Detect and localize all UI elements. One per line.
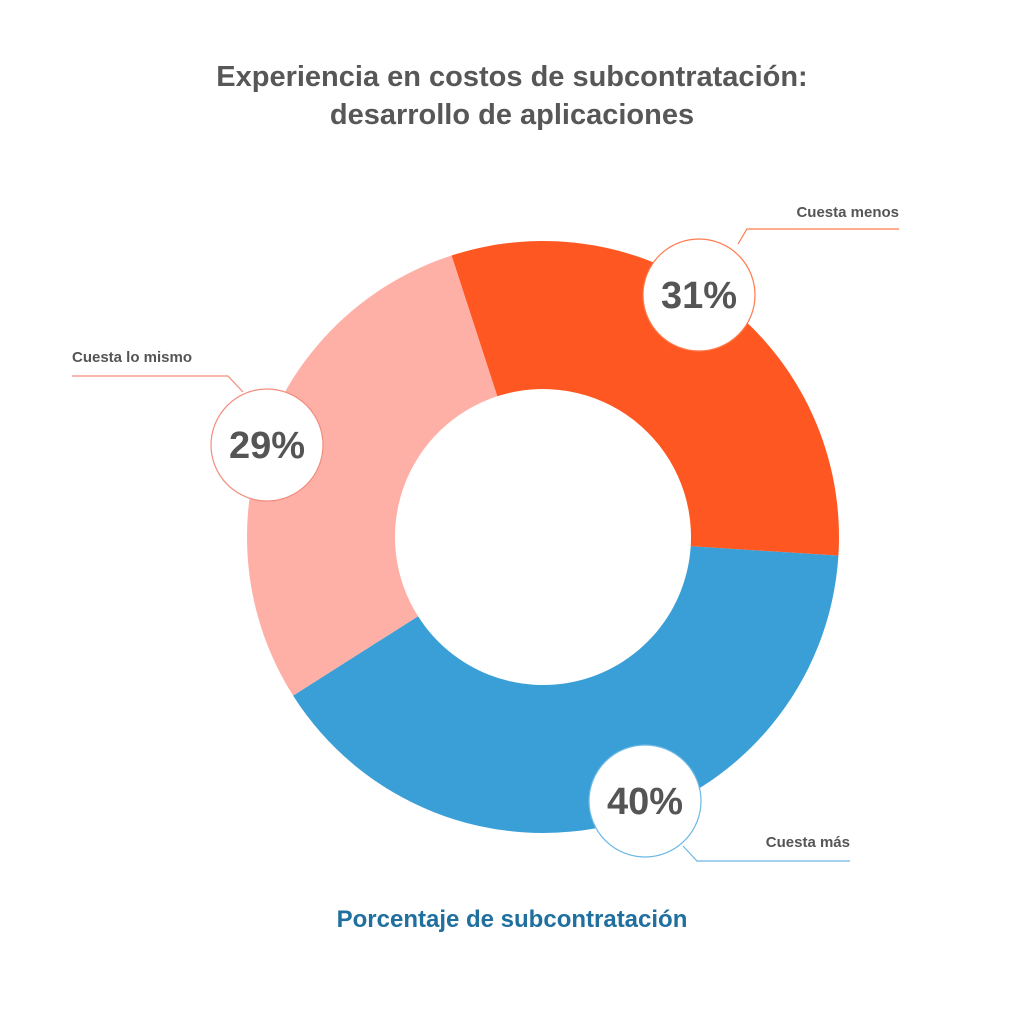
slices-layer (246, 241, 839, 833)
category-label-cuesta-mas: Cuesta más (766, 834, 850, 851)
chart-title-line-2: desarrollo de aplicaciones (329, 99, 695, 131)
slice-cuesta-lo-mismo (246, 255, 498, 696)
value-badge-cuesta-mas (588, 744, 702, 858)
chart-subtitle: Porcentaje de subcontratación (336, 906, 688, 933)
category-label-cuesta-lo-mismo: Cuesta lo mismo (72, 349, 192, 366)
value-label-cuesta-menos: 31% (661, 275, 737, 317)
value-badge-cuesta-lo-mismo (210, 388, 324, 502)
chart-title-line-1: Experiencia en costos de subcontratación… (216, 61, 808, 93)
leader-line-cuesta-lo-mismo (72, 375, 244, 393)
leader-line-cuesta-menos (737, 228, 899, 245)
slice-cuesta-mas (293, 546, 839, 833)
value-label-cuesta-mas: 40% (607, 781, 683, 823)
chart-title: Experiencia en costos de subcontratación… (0, 58, 1024, 134)
leader-line-cuesta-mas (682, 845, 850, 862)
callouts-layer: 31% Cuesta menos 40% Cuesta más 29% Cuesta lo… (72, 204, 899, 862)
value-badge-cuesta-menos (642, 238, 756, 352)
category-label-cuesta-menos: Cuesta menos (796, 204, 899, 221)
value-label-cuesta-lo-mismo: 29% (229, 425, 305, 467)
